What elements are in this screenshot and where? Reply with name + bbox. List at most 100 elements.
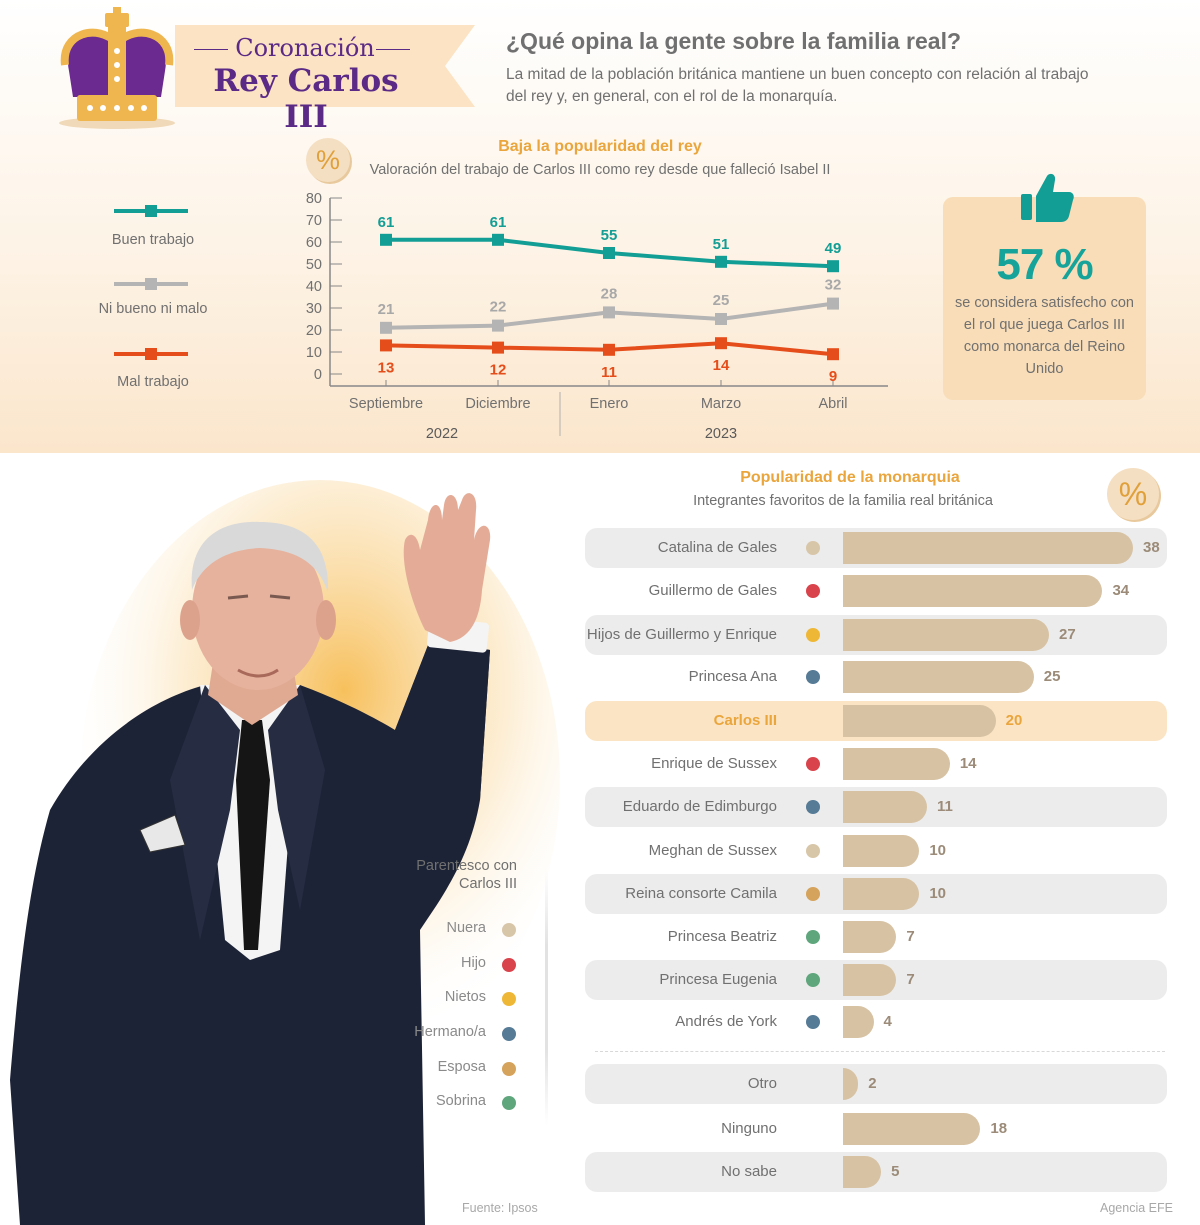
- bar: [843, 1068, 859, 1100]
- bar-value-label: 7: [906, 928, 915, 945]
- data-label: 11: [601, 364, 617, 381]
- bar: [843, 1113, 981, 1145]
- bar-category-label: Otro: [747, 1075, 777, 1092]
- line-chart-subtitle: Valoración del trabajo de Carlos III com…: [369, 162, 831, 178]
- bar-category-label: No sabe: [721, 1163, 777, 1180]
- kinship-dot: [806, 1015, 820, 1029]
- bar-chart-subtitle: Integrantes favoritos de la familia real…: [693, 493, 993, 509]
- data-label: 51: [713, 236, 730, 253]
- bar-value-label: 18: [990, 1120, 1008, 1137]
- source-note: Fuente: Ipsos: [462, 1201, 538, 1215]
- satisfied-box: [943, 197, 1146, 400]
- bar-value-label: 4: [883, 1013, 892, 1030]
- kinship-dot: [502, 992, 516, 1006]
- bar-category-label: Princesa Eugenia: [659, 971, 777, 988]
- x-tick-label: Abril: [818, 396, 847, 412]
- bar: [843, 748, 950, 780]
- kinship-dot: [806, 628, 820, 642]
- kinship-label: Hermano/a: [414, 1024, 486, 1040]
- data-label: 21: [378, 301, 395, 318]
- kinship-dot: [806, 930, 820, 944]
- bar-value-label: 25: [1043, 668, 1061, 685]
- y-tick-label: 80: [306, 191, 322, 207]
- data-label: 9: [829, 368, 837, 385]
- kinship-title: Parentesco con Carlos III: [416, 858, 517, 892]
- legend-label-mal: Mal trabajo: [117, 374, 189, 390]
- bar-value-label: 10: [929, 885, 946, 902]
- bar-category-label: Enrique de Sussex: [651, 755, 777, 772]
- crown-icon: [59, 7, 175, 129]
- kinship-dot: [806, 757, 820, 771]
- x-tick-label: Enero: [590, 396, 629, 412]
- satisfied-value: 57 %: [996, 240, 1093, 289]
- bar-category-label: Carlos III: [713, 712, 777, 729]
- data-label: 25: [713, 292, 730, 309]
- bar-value-label: 14: [959, 755, 977, 772]
- bar-category-label: Eduardo de Edimburgo: [622, 798, 777, 815]
- bar-value-label: 34: [1112, 582, 1130, 599]
- kinship-dot: [502, 923, 516, 937]
- king-portrait: [10, 480, 560, 1225]
- line-chart-title: Baja la popularidad del rey: [498, 138, 702, 155]
- legend-marker: [145, 348, 157, 360]
- page-title: Rey Carlos III: [213, 63, 399, 135]
- y-tick-label: 20: [306, 323, 322, 339]
- bar-category-label: Catalina de Gales: [657, 539, 777, 556]
- x-tick-label: Marzo: [701, 396, 741, 412]
- legend-label-buen: Buen trabajo: [111, 232, 195, 248]
- bar-value-label: 5: [891, 1163, 900, 1180]
- kinship-dot: [806, 973, 820, 987]
- kinship-dot: [806, 541, 820, 555]
- data-point: [380, 339, 392, 352]
- data-point: [492, 233, 504, 246]
- bar: [843, 878, 920, 910]
- bar: [843, 921, 897, 953]
- kinship-dot: [502, 1062, 516, 1076]
- bar-category-label: Princesa Beatriz: [667, 928, 777, 945]
- bar-value-label: 11: [936, 798, 953, 815]
- kinship-dot: [502, 958, 516, 972]
- row-background: [585, 1064, 1167, 1104]
- bar-category-label: Andrés de York: [675, 1013, 777, 1030]
- x-tick-label: Diciembre: [465, 396, 530, 412]
- y-tick-label: 50: [306, 257, 322, 273]
- data-point: [603, 306, 615, 319]
- data-label: 61: [490, 214, 507, 231]
- bar: [843, 964, 897, 996]
- data-label: 55: [601, 227, 618, 244]
- data-point: [827, 297, 839, 310]
- main-question: ¿Qué opina la gente sobre la familia rea…: [506, 28, 962, 54]
- kinship-label: Nuera: [446, 920, 487, 936]
- bar: [843, 1006, 874, 1038]
- bar-value-label: 10: [929, 842, 946, 859]
- y-tick-label: 70: [306, 213, 322, 229]
- y-tick-label: 0: [314, 367, 322, 383]
- kinship-dot: [806, 887, 820, 901]
- thumbs-up-icon: [1021, 173, 1074, 222]
- y-tick-label: 10: [306, 345, 322, 361]
- kinship-dot: [806, 844, 820, 858]
- kicker-line-left: [194, 49, 228, 50]
- kinship-divider: [545, 870, 548, 1125]
- data-point: [715, 337, 727, 350]
- data-point: [603, 343, 615, 356]
- data-point: [827, 348, 839, 361]
- bar-value-label: 27: [1059, 626, 1076, 643]
- year-label: 2023: [705, 426, 737, 442]
- data-label: 28: [601, 285, 618, 302]
- bar: [843, 791, 927, 823]
- bar-category-label: Princesa Ana: [688, 668, 777, 685]
- kicker-line-right: [376, 49, 410, 50]
- bar: [843, 532, 1133, 564]
- kinship-label: Hijo: [461, 955, 486, 971]
- kinship-dot: [502, 1096, 516, 1110]
- legend-label-ni: Ni bueno ni malo: [98, 301, 208, 317]
- bar: [843, 1156, 882, 1188]
- data-label: 13: [378, 359, 395, 376]
- data-label: 22: [490, 299, 507, 316]
- y-tick-label: 40: [306, 279, 322, 295]
- title-ribbon: [175, 25, 475, 107]
- legend-marker: [145, 278, 157, 290]
- percent-badge-line: %: [306, 138, 350, 182]
- data-point: [492, 341, 504, 354]
